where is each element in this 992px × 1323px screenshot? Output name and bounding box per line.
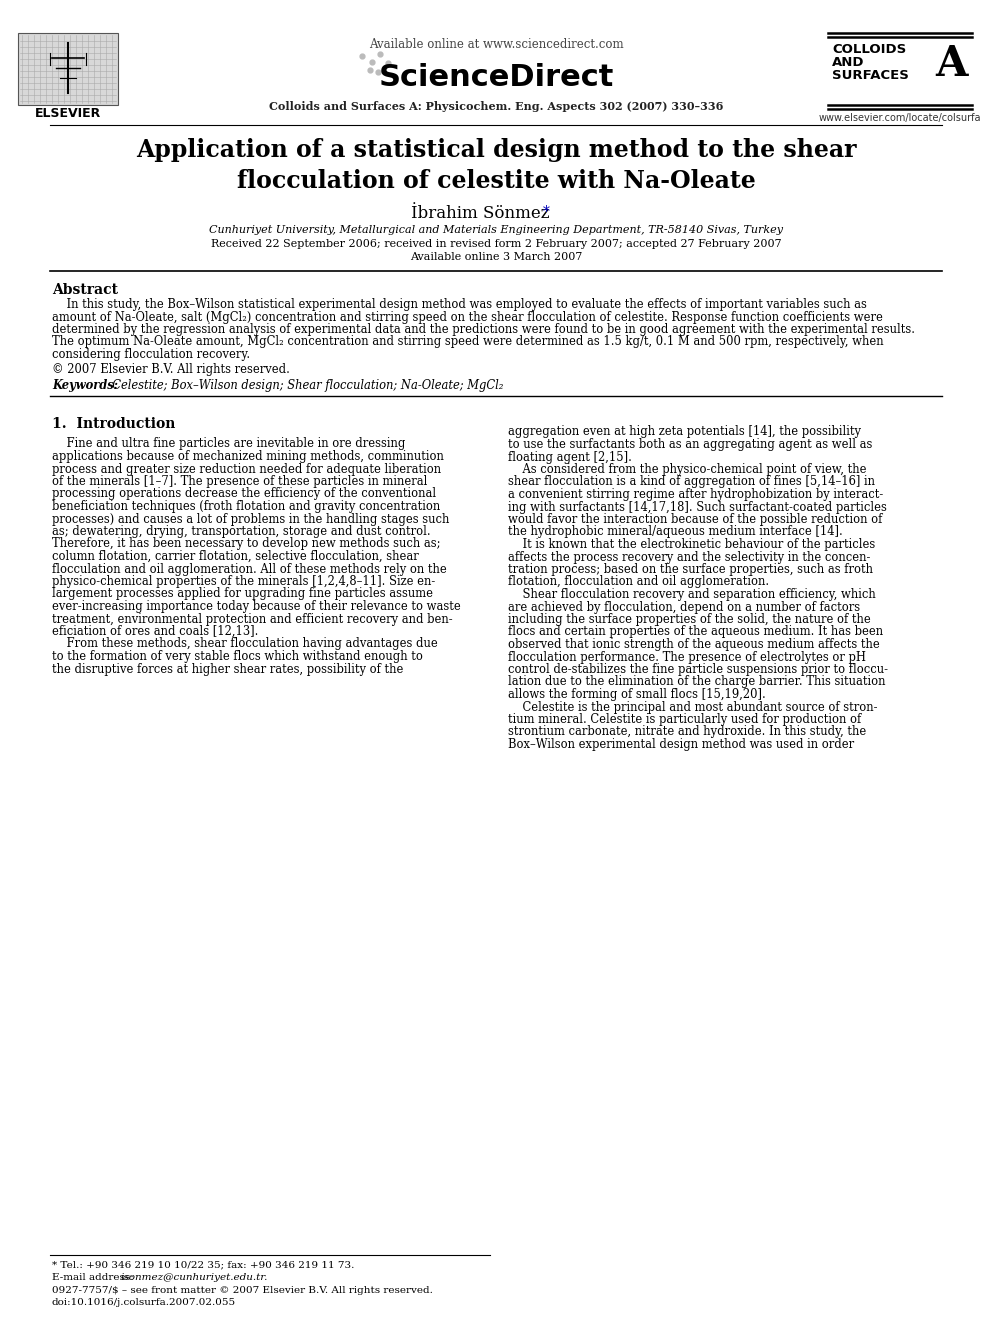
- Text: 1.  Introduction: 1. Introduction: [52, 418, 176, 431]
- Text: flocculation performance. The presence of electrolytes or pH: flocculation performance. The presence o…: [508, 651, 866, 664]
- Text: Box–Wilson experimental design method was used in order: Box–Wilson experimental design method wa…: [508, 738, 854, 751]
- Text: Abstract: Abstract: [52, 283, 118, 296]
- Text: Keywords:: Keywords:: [52, 378, 118, 392]
- Text: flocculation and oil agglomeration. All of these methods rely on the: flocculation and oil agglomeration. All …: [52, 562, 446, 576]
- Text: process and greater size reduction needed for adequate liberation: process and greater size reduction neede…: [52, 463, 441, 475]
- Text: Celestite is the principal and most abundant source of stron-: Celestite is the principal and most abun…: [508, 700, 878, 713]
- Text: ing with surfactants [14,17,18]. Such surfactant-coated particles: ing with surfactants [14,17,18]. Such su…: [508, 500, 887, 513]
- Text: Available online 3 March 2007: Available online 3 March 2007: [410, 251, 582, 262]
- Text: determined by the regression analysis of experimental data and the predictions w: determined by the regression analysis of…: [52, 323, 915, 336]
- Text: 0927-7757/$ – see front matter © 2007 Elsevier B.V. All rights reserved.: 0927-7757/$ – see front matter © 2007 El…: [52, 1286, 433, 1295]
- Text: As considered from the physico-chemical point of view, the: As considered from the physico-chemical …: [508, 463, 866, 476]
- Text: ever-increasing importance today because of their relevance to waste: ever-increasing importance today because…: [52, 601, 460, 613]
- Text: Therefore, it has been necessary to develop new methods such as;: Therefore, it has been necessary to deve…: [52, 537, 440, 550]
- Text: flocs and certain properties of the aqueous medium. It has been: flocs and certain properties of the aque…: [508, 626, 883, 639]
- Text: amount of Na-Oleate, salt (MgCl₂) concentration and stirring speed on the shear : amount of Na-Oleate, salt (MgCl₂) concen…: [52, 311, 883, 324]
- Text: Fine and ultra fine particles are inevitable in ore dressing: Fine and ultra fine particles are inevit…: [52, 438, 406, 451]
- Text: processing operations decrease the efficiency of the conventional: processing operations decrease the effic…: [52, 487, 436, 500]
- Text: The optimum Na-Oleate amount, MgCl₂ concentration and stirring speed were determ: The optimum Na-Oleate amount, MgCl₂ conc…: [52, 336, 884, 348]
- Text: A: A: [935, 44, 968, 85]
- Text: strontium carbonate, nitrate and hydroxide. In this study, the: strontium carbonate, nitrate and hydroxi…: [508, 725, 866, 738]
- Text: tium mineral. Celestite is particularly used for production of: tium mineral. Celestite is particularly …: [508, 713, 861, 726]
- Text: a convenient stirring regime after hydrophobization by interact-: a convenient stirring regime after hydro…: [508, 488, 883, 501]
- Text: It is known that the electrokinetic behaviour of the particles: It is known that the electrokinetic beha…: [508, 538, 875, 550]
- Text: isonmez@cunhuriyet.edu.tr.: isonmez@cunhuriyet.edu.tr.: [120, 1273, 268, 1282]
- Text: İbrahim Sönmez: İbrahim Sönmez: [411, 205, 550, 222]
- Text: considering flocculation recovery.: considering flocculation recovery.: [52, 348, 250, 361]
- Text: * Tel.: +90 346 219 10 10/22 35; fax: +90 346 219 11 73.: * Tel.: +90 346 219 10 10/22 35; fax: +9…: [52, 1259, 354, 1269]
- Text: aggregation even at high zeta potentials [14], the possibility: aggregation even at high zeta potentials…: [508, 426, 861, 438]
- Text: ELSEVIER: ELSEVIER: [35, 107, 101, 120]
- Text: SURFACES: SURFACES: [832, 69, 909, 82]
- Text: tration process; based on the surface properties, such as froth: tration process; based on the surface pr…: [508, 564, 873, 576]
- Text: floating agent [2,15].: floating agent [2,15].: [508, 451, 632, 463]
- Text: doi:10.1016/j.colsurfa.2007.02.055: doi:10.1016/j.colsurfa.2007.02.055: [52, 1298, 236, 1307]
- Text: shear flocculation is a kind of aggregation of fines [5,14–16] in: shear flocculation is a kind of aggregat…: [508, 475, 875, 488]
- Text: Application of a statistical design method to the shear
flocculation of celestit: Application of a statistical design meth…: [136, 138, 856, 193]
- Text: ScienceDirect: ScienceDirect: [378, 64, 614, 93]
- Text: observed that ionic strength of the aqueous medium affects the: observed that ionic strength of the aque…: [508, 638, 880, 651]
- Text: eficiation of ores and coals [12,13].: eficiation of ores and coals [12,13].: [52, 624, 258, 638]
- Text: to the formation of very stable flocs which withstand enough to: to the formation of very stable flocs wh…: [52, 650, 423, 663]
- Text: of the minerals [1–7]. The presence of these particles in mineral: of the minerals [1–7]. The presence of t…: [52, 475, 428, 488]
- Text: Shear flocculation recovery and separation efficiency, which: Shear flocculation recovery and separati…: [508, 587, 876, 601]
- Bar: [18, 33, 118, 105]
- Text: allows the forming of small flocs [15,19,20].: allows the forming of small flocs [15,19…: [508, 688, 766, 701]
- Text: the hydrophobic mineral/aqueous medium interface [14].: the hydrophobic mineral/aqueous medium i…: [508, 525, 843, 538]
- Text: column flotation, carrier flotation, selective flocculation, shear: column flotation, carrier flotation, sel…: [52, 550, 419, 564]
- Text: *: *: [543, 205, 550, 220]
- Text: beneficiation techniques (froth flotation and gravity concentration: beneficiation techniques (froth flotatio…: [52, 500, 440, 513]
- Text: www.elsevier.com/locate/colsurfa: www.elsevier.com/locate/colsurfa: [818, 112, 981, 123]
- Text: as; dewatering, drying, transportation, storage and dust control.: as; dewatering, drying, transportation, …: [52, 525, 431, 538]
- Text: control de-stabilizes the fine particle suspensions prior to floccu-: control de-stabilizes the fine particle …: [508, 663, 888, 676]
- Text: lation due to the elimination of the charge barrier. This situation: lation due to the elimination of the cha…: [508, 676, 886, 688]
- Text: are achieved by flocculation, depend on a number of factors: are achieved by flocculation, depend on …: [508, 601, 860, 614]
- Text: Celestite; Box–Wilson design; Shear flocculation; Na-Oleate; MgCl₂: Celestite; Box–Wilson design; Shear floc…: [105, 378, 503, 392]
- Text: Colloids and Surfaces A: Physicochem. Eng. Aspects 302 (2007) 330–336: Colloids and Surfaces A: Physicochem. En…: [269, 101, 723, 112]
- Text: applications because of mechanized mining methods, comminution: applications because of mechanized minin…: [52, 450, 443, 463]
- Text: E-mail address:: E-mail address:: [52, 1273, 137, 1282]
- Text: largement processes applied for upgrading fine particles assume: largement processes applied for upgradin…: [52, 587, 433, 601]
- Text: would favor the interaction because of the possible reduction of: would favor the interaction because of t…: [508, 513, 882, 527]
- Text: From these methods, shear flocculation having advantages due: From these methods, shear flocculation h…: [52, 638, 437, 651]
- Text: © 2007 Elsevier B.V. All rights reserved.: © 2007 Elsevier B.V. All rights reserved…: [52, 364, 290, 377]
- Text: the disruptive forces at higher shear rates, possibility of the: the disruptive forces at higher shear ra…: [52, 663, 404, 676]
- Text: AND: AND: [832, 56, 864, 69]
- Text: Available online at www.sciencedirect.com: Available online at www.sciencedirect.co…: [369, 38, 623, 52]
- Text: In this study, the Box–Wilson statistical experimental design method was employe: In this study, the Box–Wilson statistica…: [52, 298, 867, 311]
- Text: to use the surfactants both as an aggregating agent as well as: to use the surfactants both as an aggreg…: [508, 438, 872, 451]
- Text: processes) and causes a lot of problems in the handling stages such: processes) and causes a lot of problems …: [52, 512, 449, 525]
- Text: treatment, environmental protection and efficient recovery and ben-: treatment, environmental protection and …: [52, 613, 452, 626]
- Text: Cunhuriyet University, Metallurgical and Materials Engineering Department, TR-58: Cunhuriyet University, Metallurgical and…: [209, 225, 783, 235]
- Text: affects the process recovery and the selectivity in the concen-: affects the process recovery and the sel…: [508, 550, 870, 564]
- Text: flotation, flocculation and oil agglomeration.: flotation, flocculation and oil agglomer…: [508, 576, 769, 589]
- Text: COLLOIDS: COLLOIDS: [832, 44, 907, 56]
- Text: physico-chemical properties of the minerals [1,2,4,8–11]. Size en-: physico-chemical properties of the miner…: [52, 576, 435, 587]
- Text: Received 22 September 2006; received in revised form 2 February 2007; accepted 2: Received 22 September 2006; received in …: [210, 239, 782, 249]
- Text: including the surface properties of the solid, the nature of the: including the surface properties of the …: [508, 613, 871, 626]
